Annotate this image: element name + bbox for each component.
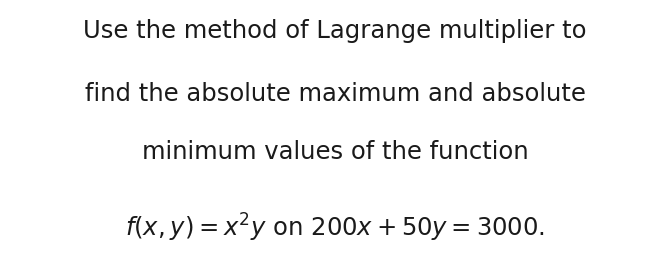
- Text: Use the method of Lagrange multiplier to: Use the method of Lagrange multiplier to: [83, 19, 587, 43]
- Text: find the absolute maximum and absolute: find the absolute maximum and absolute: [84, 82, 586, 106]
- Text: minimum values of the function: minimum values of the function: [141, 140, 529, 164]
- Text: $f(x,y) = x^2y\ \mathrm{on}\ 200x + 50y = 3000.$: $f(x,y) = x^2y\ \mathrm{on}\ 200x + 50y …: [125, 212, 545, 244]
